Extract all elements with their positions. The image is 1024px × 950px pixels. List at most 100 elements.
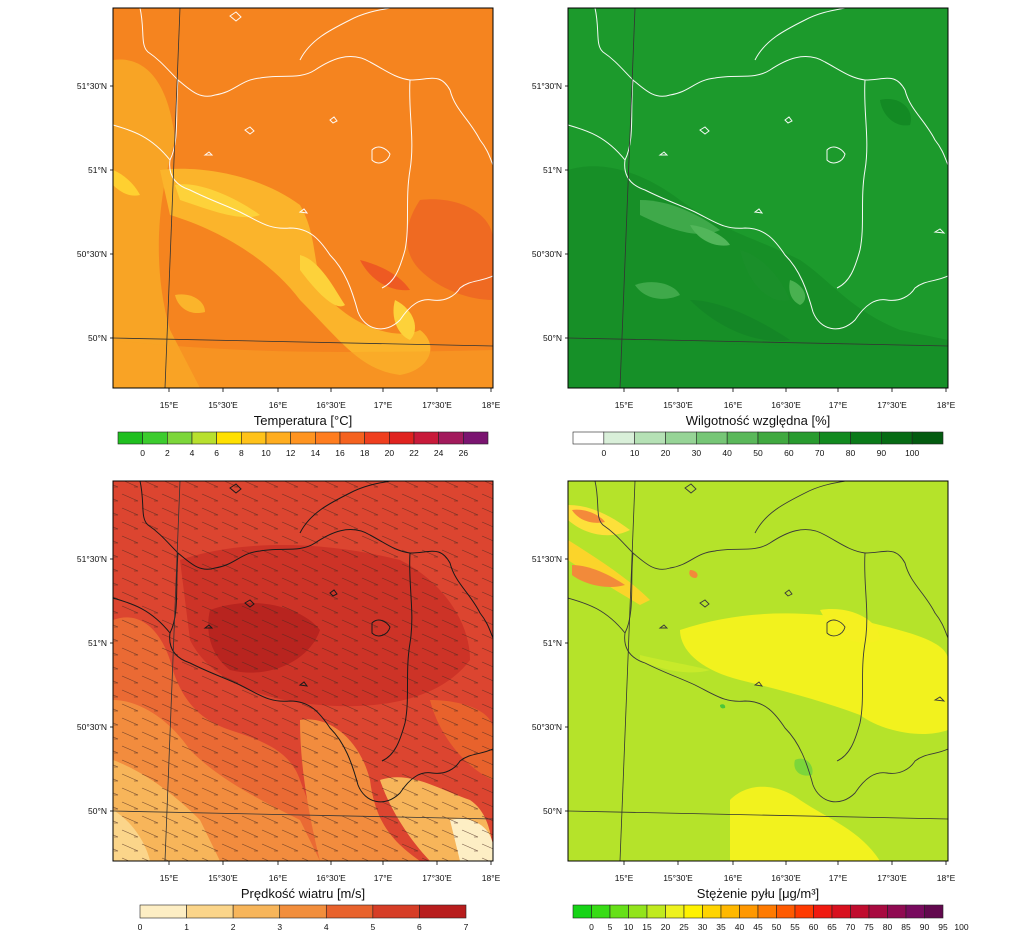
lat-tick-label: 50°30'N <box>77 249 107 259</box>
colorbar-swatch <box>683 904 703 919</box>
colorbar-label: 0 <box>138 922 143 932</box>
colorbar-label: 3 <box>277 922 282 932</box>
colorbar-label: 30 <box>698 922 708 932</box>
colorbar-swatch <box>720 904 740 919</box>
colorbar-swatch <box>794 904 814 919</box>
colorbar-swatch <box>757 904 777 919</box>
colorbar-swatch <box>572 431 605 445</box>
colorbar-swatch <box>609 904 629 919</box>
humidity-panel <box>567 7 949 389</box>
colorbar-swatch <box>265 431 291 445</box>
colorbar-label: 20 <box>661 922 671 932</box>
colorbar-swatch <box>665 431 697 445</box>
colorbar-swatch <box>463 431 489 445</box>
colorbar-swatch <box>757 431 790 445</box>
lon-tick-label: 15°E <box>615 873 634 883</box>
colorbar-swatch <box>572 904 592 919</box>
colorbar-label: 40 <box>735 922 745 932</box>
colorbar-label: 100 <box>905 448 919 458</box>
lon-tick-label: 17°30'E <box>422 400 452 410</box>
colorbar-label: 7 <box>464 922 469 932</box>
colorbar-swatch <box>167 431 193 445</box>
colorbar-label: 75 <box>864 922 874 932</box>
colorbar-label: 80 <box>883 922 893 932</box>
colorbar-swatch <box>325 904 374 919</box>
colorbar-label: 35 <box>716 922 726 932</box>
colorbar-swatch <box>850 904 870 919</box>
colorbar-label: 22 <box>409 448 419 458</box>
colorbar-swatch <box>216 431 242 445</box>
dust-map <box>568 481 948 861</box>
colorbar-label: 65 <box>827 922 837 932</box>
lat-tick-label: 51°N <box>88 638 107 648</box>
humidity-colorbar: 0 10 20 30 40 50 60 70 80 90 100 <box>572 431 944 458</box>
lon-tick-label: 17°E <box>829 400 848 410</box>
colorbar-label: 20 <box>385 448 395 458</box>
lon-tick-label: 16°30'E <box>316 400 346 410</box>
lon-tick-label: 15°E <box>160 873 179 883</box>
colorbar-swatch <box>186 904 234 919</box>
colorbar-label: 10 <box>261 448 271 458</box>
colorbar-swatch <box>142 431 168 445</box>
colorbar-label: 12 <box>286 448 296 458</box>
colorbar-label: 1 <box>184 922 189 932</box>
lat-tick-label: 51°30'N <box>532 554 562 564</box>
colorbar-swatch <box>702 904 722 919</box>
lon-tick-label: 18°E <box>937 400 956 410</box>
temperature-title: Temperatura [°C] <box>254 413 352 428</box>
colorbar-swatch <box>139 904 187 919</box>
colorbar-swatch <box>315 431 341 445</box>
colorbar-swatch <box>887 904 907 919</box>
colorbar-label: 26 <box>459 448 469 458</box>
colorbar-label: 5 <box>370 922 375 932</box>
lat-tick-label: 50°30'N <box>532 722 562 732</box>
colorbar-swatch <box>628 904 648 919</box>
colorbar-swatch <box>665 904 685 919</box>
lat-tick-label: 50°30'N <box>77 722 107 732</box>
colorbar-swatch <box>850 431 882 445</box>
colorbar-swatch <box>696 431 728 445</box>
colorbar-swatch <box>290 431 316 445</box>
humidity-title: Wilgotność względna [%] <box>686 413 831 428</box>
colorbar-label: 40 <box>722 448 732 458</box>
colorbar-swatch <box>831 904 851 919</box>
colorbar-swatch <box>634 431 666 445</box>
lat-tick-label: 51°30'N <box>77 554 107 564</box>
lon-tick-label: 17°E <box>374 873 393 883</box>
lon-tick-label: 17°E <box>829 873 848 883</box>
colorbar-label: 10 <box>624 922 634 932</box>
colorbar-label: 85 <box>901 922 911 932</box>
lon-tick-label: 15°E <box>160 400 179 410</box>
lat-tick-label: 50°30'N <box>532 249 562 259</box>
lat-tick-label: 50°N <box>88 806 107 816</box>
colorbar-swatch <box>389 431 415 445</box>
colorbar-label: 60 <box>809 922 819 932</box>
colorbar-label: 0 <box>601 448 606 458</box>
colorbar-swatch <box>788 431 820 445</box>
lon-tick-label: 15°30'E <box>663 873 693 883</box>
colorbar-label: 0 <box>140 448 145 458</box>
annotations: 51°30'N 51°N 50°30'N 50°N 15°E 15°30'E 16°E 16°… <box>77 81 969 932</box>
colorbar-label: 4 <box>324 922 329 932</box>
colorbar-swatch <box>881 431 913 445</box>
colorbar-label: 5 <box>608 922 613 932</box>
colorbar-swatch <box>603 431 635 445</box>
colorbar-label: 2 <box>231 922 236 932</box>
lat-tick-label: 50°N <box>88 333 107 343</box>
colorbar-label: 50 <box>753 448 763 458</box>
wind-map <box>113 481 493 861</box>
lon-tick-label: 16°30'E <box>316 873 346 883</box>
temperature-map <box>113 8 493 388</box>
colorbar-label: 18 <box>360 448 370 458</box>
colorbar-swatch <box>372 904 420 919</box>
humidity-axes: 51°30'N 51°N 50°30'N 50°N 15°E 15°30'E 16°E 16°… <box>532 81 956 458</box>
lon-tick-label: 16°E <box>269 873 288 883</box>
colorbar-label: 15 <box>642 922 652 932</box>
lat-tick-label: 51°N <box>543 165 562 175</box>
colorbar-swatch <box>339 431 365 445</box>
colorbar-swatch <box>726 431 759 445</box>
lon-tick-label: 16°E <box>269 400 288 410</box>
humidity-map <box>568 8 948 388</box>
colorbar-swatch <box>819 431 851 445</box>
